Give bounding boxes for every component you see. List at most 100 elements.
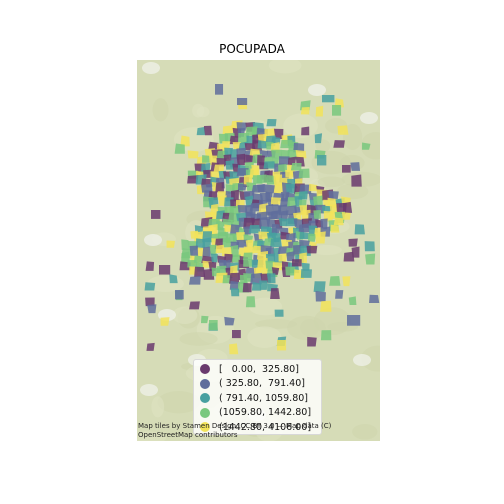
census-tract-polygon[interactable] — [342, 165, 351, 173]
census-tract-polygon[interactable] — [270, 197, 282, 205]
census-tract-polygon[interactable] — [347, 315, 361, 326]
census-tract-polygon[interactable] — [224, 316, 235, 326]
census-tract-polygon[interactable] — [256, 250, 268, 260]
census-tract-polygon[interactable] — [245, 239, 254, 249]
census-tract-polygon[interactable] — [229, 280, 241, 290]
census-tract-polygon[interactable] — [278, 156, 290, 166]
census-tract-polygon[interactable] — [189, 301, 200, 310]
census-tract-polygon[interactable] — [237, 204, 248, 213]
census-tract-polygon[interactable] — [301, 262, 310, 271]
census-tract-polygon[interactable] — [315, 231, 326, 244]
census-tract-polygon[interactable] — [202, 246, 211, 257]
census-tract-polygon[interactable] — [236, 239, 249, 248]
census-tract-polygon[interactable] — [279, 198, 290, 207]
census-tract-polygon[interactable] — [237, 133, 250, 144]
census-tract-polygon[interactable] — [286, 232, 296, 242]
census-tract-polygon[interactable] — [266, 119, 277, 127]
census-tract-polygon[interactable] — [257, 184, 266, 193]
census-tract-polygon[interactable] — [313, 195, 323, 208]
census-tract-polygon[interactable] — [174, 143, 185, 154]
census-tract-polygon[interactable] — [187, 175, 199, 184]
census-tract-polygon[interactable] — [236, 153, 246, 166]
census-tract-polygon[interactable] — [208, 155, 218, 165]
census-tract-polygon[interactable] — [300, 269, 312, 278]
census-tract-polygon[interactable] — [257, 257, 269, 270]
census-tract-polygon[interactable] — [181, 251, 190, 264]
census-tract-polygon[interactable] — [271, 267, 280, 275]
census-tract-polygon[interactable] — [221, 141, 231, 149]
census-tract-polygon[interactable] — [298, 223, 310, 233]
census-tract-polygon[interactable] — [196, 126, 206, 136]
census-tract-polygon[interactable] — [209, 320, 218, 331]
census-tract-polygon[interactable] — [300, 106, 310, 115]
census-tract-polygon[interactable] — [224, 253, 234, 263]
census-tract-polygon[interactable] — [285, 266, 296, 276]
census-tract-polygon[interactable] — [230, 245, 240, 257]
census-tract-polygon[interactable] — [291, 259, 302, 267]
census-tract-polygon[interactable] — [293, 142, 305, 153]
census-tract-polygon[interactable] — [332, 105, 342, 116]
census-tract-polygon[interactable] — [144, 282, 156, 291]
census-tract-polygon[interactable] — [249, 148, 261, 156]
census-tract-polygon[interactable] — [320, 218, 328, 230]
census-tract-polygon[interactable] — [369, 294, 380, 304]
census-tract-polygon[interactable] — [236, 232, 245, 242]
census-tract-polygon[interactable] — [273, 174, 283, 186]
census-tract-polygon[interactable] — [222, 237, 231, 248]
census-tract-polygon[interactable] — [181, 239, 189, 250]
census-tract-polygon[interactable] — [320, 330, 332, 341]
census-tract-polygon[interactable] — [285, 169, 296, 178]
census-tract-polygon[interactable] — [202, 237, 211, 248]
census-tract-polygon[interactable] — [230, 287, 240, 297]
census-tract-polygon[interactable] — [290, 162, 302, 171]
census-tract-polygon[interactable] — [306, 245, 318, 254]
census-tract-polygon[interactable] — [232, 142, 242, 150]
census-tract-polygon[interactable] — [298, 168, 310, 178]
census-tract-polygon[interactable] — [307, 336, 317, 347]
census-tract-polygon[interactable] — [343, 251, 355, 262]
census-tract-polygon[interactable] — [245, 296, 256, 308]
census-tract-polygon[interactable] — [255, 267, 268, 275]
census-tract-polygon[interactable] — [229, 205, 241, 215]
census-tract-polygon[interactable] — [348, 238, 358, 247]
census-tract-polygon[interactable] — [278, 253, 287, 262]
census-tract-polygon[interactable] — [242, 252, 253, 260]
census-tract-polygon[interactable] — [307, 233, 317, 242]
census-tract-polygon[interactable] — [229, 149, 238, 159]
census-tract-polygon[interactable] — [286, 251, 295, 262]
census-tract-polygon[interactable] — [222, 125, 234, 135]
census-tract-polygon[interactable] — [337, 125, 349, 135]
census-tract-polygon[interactable] — [354, 224, 365, 235]
census-tract-polygon[interactable] — [351, 246, 360, 258]
census-tract-polygon[interactable] — [166, 240, 175, 248]
census-tract-polygon[interactable] — [222, 218, 234, 227]
census-tract-polygon[interactable] — [160, 317, 170, 326]
census-tract-polygon[interactable] — [188, 275, 201, 285]
census-tract-polygon[interactable] — [187, 150, 199, 159]
census-tract-polygon[interactable] — [213, 164, 225, 172]
census-tract-polygon[interactable] — [251, 282, 262, 291]
census-tract-polygon[interactable] — [145, 297, 155, 307]
census-tract-polygon[interactable] — [250, 272, 262, 285]
census-tract-polygon[interactable] — [273, 183, 284, 194]
census-tract-polygon[interactable] — [264, 184, 276, 194]
census-tract-polygon[interactable] — [328, 191, 339, 200]
census-tract-polygon[interactable] — [180, 135, 190, 147]
census-tract-polygon[interactable] — [278, 217, 288, 227]
census-tract-polygon[interactable] — [266, 273, 276, 284]
census-tract-polygon[interactable] — [271, 224, 280, 234]
census-tract-polygon[interactable] — [333, 140, 345, 148]
census-tract-polygon[interactable] — [341, 212, 351, 220]
census-tract-polygon[interactable] — [232, 330, 241, 339]
census-tract-polygon[interactable] — [351, 174, 362, 187]
census-tract-polygon[interactable] — [287, 197, 297, 208]
census-tract-polygon[interactable] — [299, 231, 311, 240]
census-tract-polygon[interactable] — [348, 296, 357, 305]
census-tract-polygon[interactable] — [249, 202, 262, 212]
census-tract-polygon[interactable] — [243, 246, 254, 254]
census-tract-polygon[interactable] — [200, 315, 209, 324]
census-tract-polygon[interactable] — [313, 209, 321, 219]
census-tract-polygon[interactable] — [229, 135, 239, 145]
census-tract-polygon[interactable] — [203, 268, 215, 280]
census-tract-polygon[interactable] — [248, 224, 261, 234]
